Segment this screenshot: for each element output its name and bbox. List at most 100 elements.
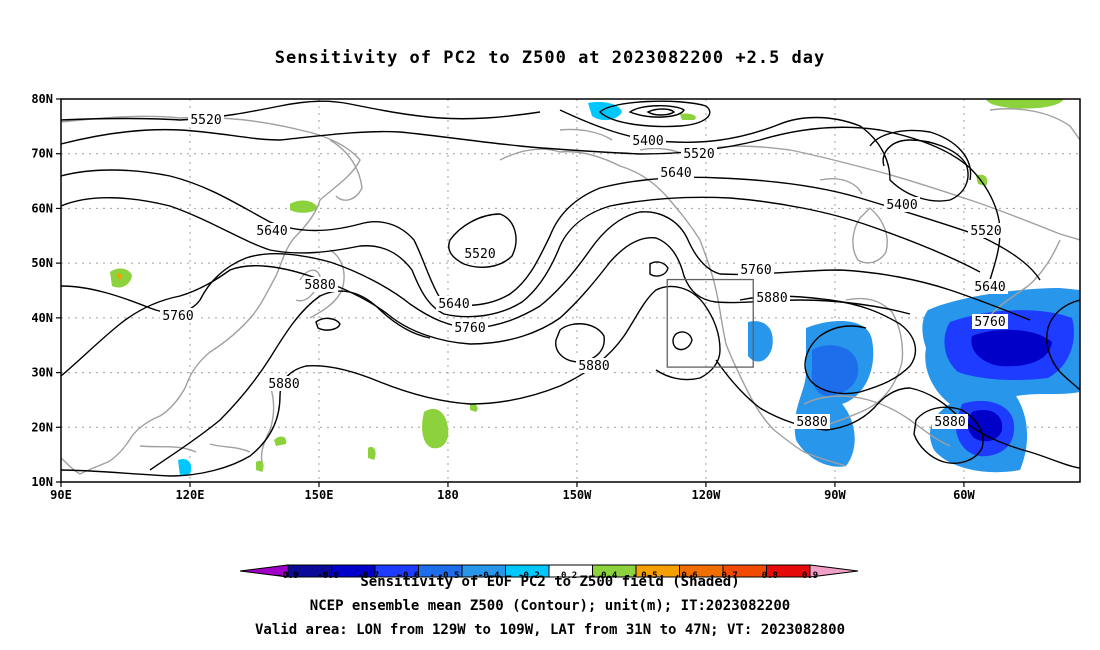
- contour-5400-north-b: [869, 129, 972, 181]
- shade-negative-region: [178, 458, 192, 476]
- colorbar-label: 0.8: [762, 571, 778, 581]
- contour-5880-closed-small: [315, 317, 341, 331]
- lon-tick-label: 150W: [562, 488, 592, 502]
- contour-label-bg: [968, 223, 1004, 238]
- contour-5640-b: [61, 196, 981, 318]
- contour-5880: [149, 290, 431, 471]
- coastline-kamchatka: [329, 139, 363, 201]
- colorbar-label: -0.2: [518, 571, 540, 581]
- coastline-gulf: [803, 395, 951, 447]
- shade-positive-region: [256, 460, 264, 472]
- contour-5400: [559, 109, 969, 202]
- contour-label: 5520: [970, 224, 1001, 239]
- contour-label-bg: [436, 296, 472, 311]
- contour-5880-closed: [555, 323, 605, 363]
- colorbar-label: -0.4: [478, 571, 500, 581]
- coastline-greenland: [989, 108, 1080, 141]
- lon-tick-label: 150E: [305, 488, 334, 502]
- shade-negative-region: [588, 102, 622, 121]
- lat-tick-label: 20N: [31, 420, 53, 434]
- contour-label: 5880: [304, 278, 335, 293]
- lon-tick-label: 90E: [50, 488, 72, 502]
- contour-label-bg: [254, 223, 290, 238]
- contour-label-bg: [932, 414, 968, 429]
- contour-label: 5640: [438, 297, 469, 312]
- contour-label: 5760: [974, 315, 1005, 330]
- coastline-alaska: [499, 148, 701, 241]
- colorbar-label: 0.2: [561, 571, 577, 581]
- shade-positive-region: [290, 200, 318, 213]
- axis-ticks: 90E 120E 150E 180 150W 120W 90W 60W 80N 70N 60N 50N…: [31, 92, 975, 502]
- coastline-asia: [61, 115, 361, 475]
- shade-positive-region: [116, 273, 122, 280]
- lat-tick-label: 60N: [31, 201, 53, 215]
- lat-tick-label: 70N: [31, 147, 53, 161]
- contour-label: 5640: [660, 166, 691, 181]
- lat-tick-label: 40N: [31, 311, 53, 325]
- contour-label-bg: [266, 376, 302, 391]
- map-frame: [60, 98, 1081, 483]
- colorbar-label: 0.6: [681, 571, 697, 581]
- contour-label: 5880: [796, 415, 827, 430]
- contour-label-bg: [462, 246, 498, 261]
- shade-negative-region: [748, 321, 773, 362]
- colorbar-label: -0.6: [398, 571, 420, 581]
- colorbar-label: -0.5: [438, 571, 460, 581]
- contour-label: 5400: [632, 134, 663, 149]
- contour-5400-inner: [628, 105, 685, 118]
- contour-label-bg: [972, 314, 1008, 329]
- contour-5520-main: [61, 126, 1001, 281]
- coastline-north-america-west: [699, 239, 847, 467]
- colorbar-max-triangle: [809, 564, 859, 578]
- contour-5880-closed-tiny-b: [672, 331, 693, 351]
- colorbar-label: -0.7: [357, 571, 379, 581]
- contour-5520-trough: [448, 213, 517, 268]
- z500-contours: [61, 100, 1080, 477]
- contour-label: 5760: [740, 263, 771, 278]
- contour-label: 5880: [268, 377, 299, 392]
- contour-label-bg: [302, 277, 338, 292]
- contour-5400-closed: [599, 100, 711, 128]
- lat-tick-label: 30N: [31, 366, 53, 380]
- shade-positive-region: [470, 403, 478, 412]
- contour-label-bg: [754, 290, 790, 305]
- lat-tick-label: 10N: [31, 475, 53, 489]
- contour-5880-b: [61, 285, 721, 477]
- valid-area-box: [666, 278, 754, 368]
- contour-label: 5520: [464, 247, 495, 262]
- shade-positive-region: [422, 408, 449, 449]
- coastline-canada-north: [699, 145, 1080, 241]
- map-title: Sensitivity of PC2 to Z500 at 2023082200…: [274, 48, 826, 68]
- lon-tick-label: 90W: [824, 488, 846, 502]
- contour-label-bg: [452, 320, 488, 335]
- lon-tick-label: 180: [437, 488, 459, 502]
- contour-label-bg: [576, 358, 612, 373]
- lon-tick-label: 60W: [953, 488, 975, 502]
- contour-5400-inner2: [646, 108, 676, 116]
- footer-line-2: NCEP ensemble mean Z500 (Contour); unit(…: [309, 598, 791, 614]
- shade-positive-region: [274, 436, 287, 446]
- contour-label: 5760: [162, 309, 193, 324]
- contour-label-bg: [884, 197, 920, 212]
- contour-5880-mx: [715, 359, 1080, 469]
- contour-label-bg: [160, 308, 196, 323]
- contour-label-bg: [188, 112, 224, 127]
- contour-5880-atl: [1046, 299, 1080, 391]
- contour-label: 5640: [256, 224, 287, 239]
- colorbar-label: 0.7: [722, 571, 738, 581]
- contour-5760: [61, 211, 1031, 329]
- contour-5880-carib: [913, 406, 984, 464]
- footer-line-3: Valid area: LON from 129W to 109W, LAT f…: [254, 622, 845, 638]
- contour-label-bg: [738, 262, 774, 277]
- contour-label: 5760: [454, 321, 485, 336]
- contour-5880-closed-tiny: [649, 261, 669, 277]
- contour-label: 5880: [578, 359, 609, 374]
- coastline-hudson: [852, 207, 888, 264]
- footer-line-1: Sensitivity of EOF PC2 to Z500 field (Sh…: [360, 574, 740, 590]
- shade-positive-region: [680, 113, 696, 120]
- contour-label-bg: [658, 165, 694, 180]
- coastline-atlantic: [989, 239, 1061, 317]
- lon-tick-label: 120W: [691, 488, 721, 502]
- contour-5640: [61, 169, 1041, 306]
